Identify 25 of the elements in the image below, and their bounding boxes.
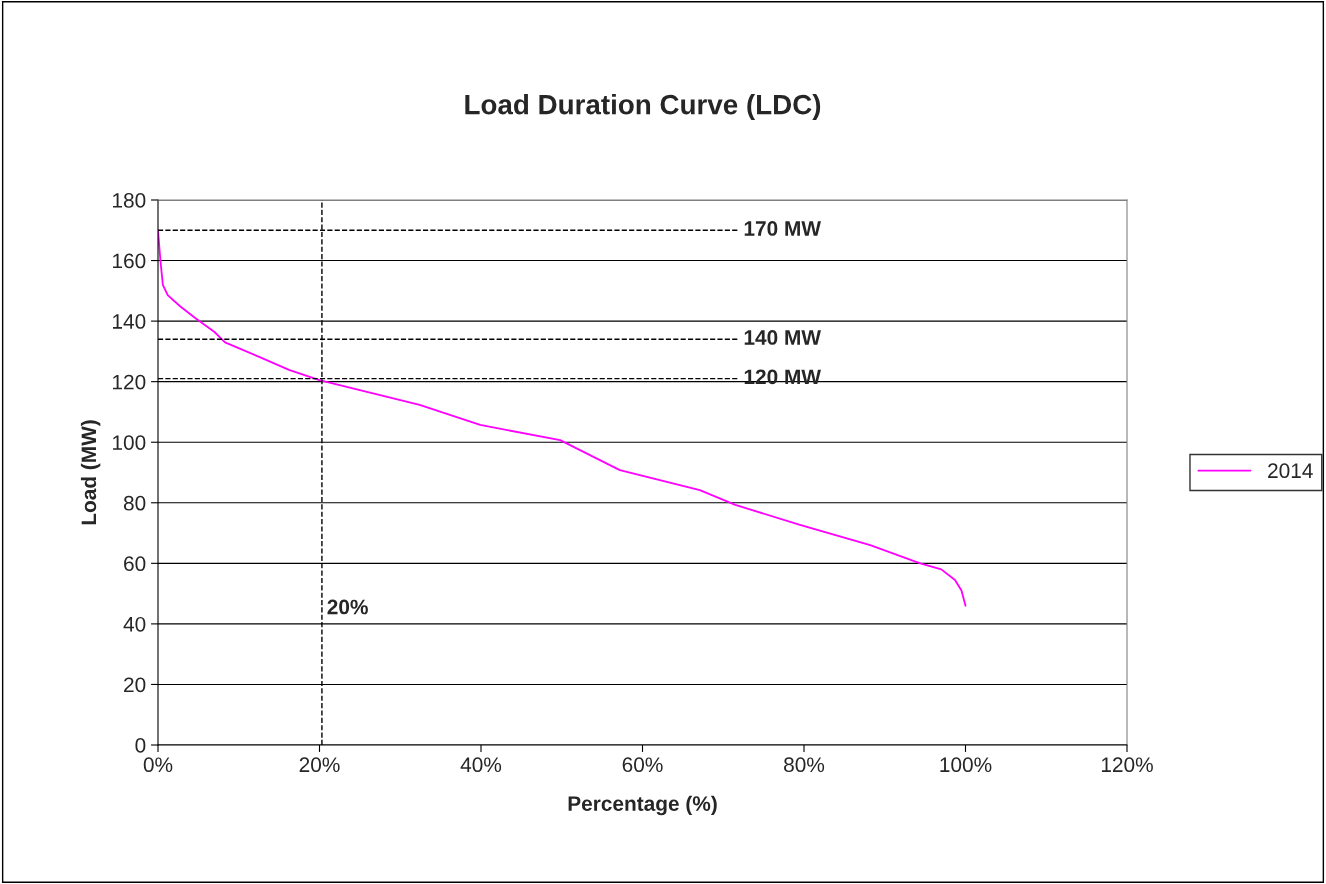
y-axis-title: Load (MW) — [80, 420, 101, 525]
x-tick-label: 80% — [784, 757, 825, 773]
ref-line-label: 120 MW — [744, 369, 821, 385]
y-tick-label: 20 — [124, 677, 146, 693]
ref-line-label: 170 MW — [744, 221, 821, 236]
chart-title: Load Duration Curve (LDC) — [465, 94, 821, 120]
x-tick-label: 100% — [940, 757, 992, 773]
y-tick-label: 40 — [123, 616, 146, 632]
x-tick-label: 0% — [143, 757, 173, 773]
y-tick-label: 100 — [113, 435, 146, 450]
ref-line-label: 140 MW — [744, 330, 821, 345]
x-tick-label: 60% — [622, 757, 663, 773]
x-axis-title: Percentage (%) — [568, 795, 717, 816]
y-tick-label: 120 — [113, 374, 146, 390]
y-tick-label: 0 — [135, 738, 146, 753]
x-tick-label: 120% — [1101, 757, 1153, 773]
ref-line-label: 20% — [327, 599, 368, 615]
legend-label: 2014 — [1268, 463, 1313, 479]
y-tick-label: 160 — [113, 253, 146, 269]
y-tick-label: 60 — [124, 556, 146, 572]
x-tick-label: 40% — [460, 757, 502, 773]
y-tick-label: 180 — [113, 193, 146, 208]
x-tick-label: 20% — [299, 757, 340, 773]
y-tick-label: 140 — [113, 314, 146, 329]
y-tick-label: 80 — [123, 495, 146, 511]
